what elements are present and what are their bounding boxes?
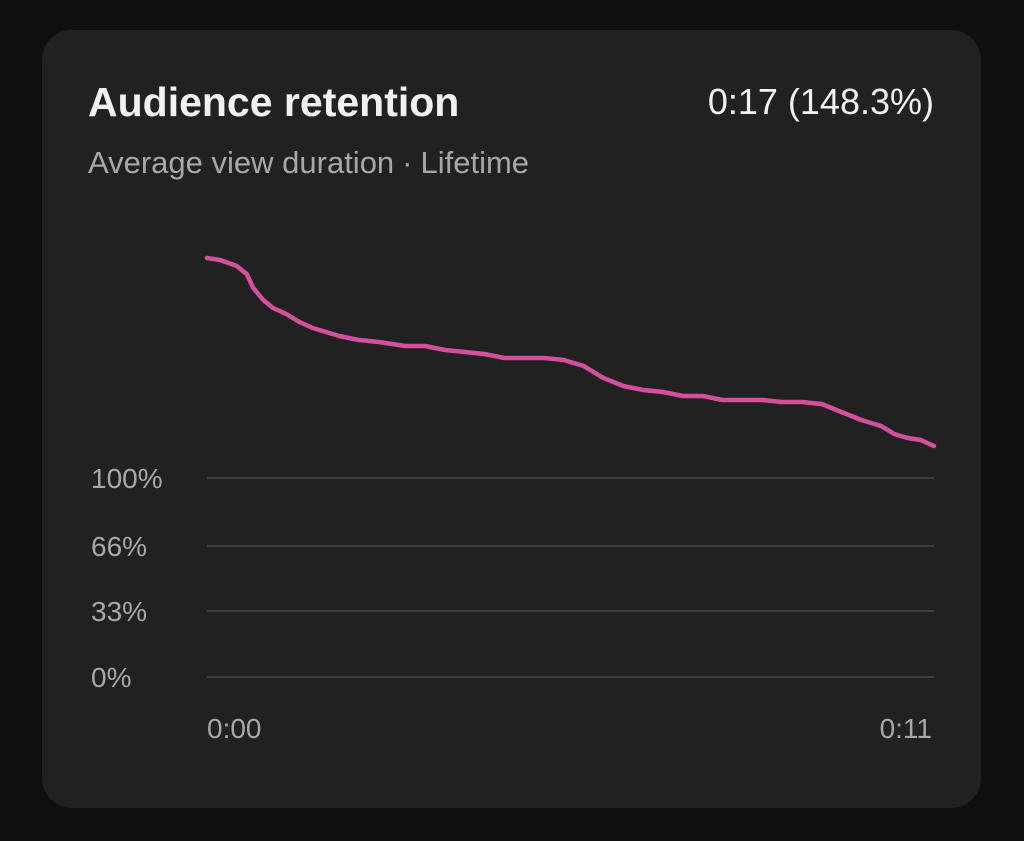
y-tick-label: 66% <box>91 531 147 562</box>
card-subtitle: Average view duration · Lifetime <box>88 143 529 183</box>
subtitle-metric: Average view duration <box>88 145 395 180</box>
x-tick-label: 0:00 <box>207 713 262 744</box>
x-tick-label: 0:11 <box>880 713 932 744</box>
retention-card <box>42 30 981 808</box>
subtitle-separator: · <box>402 145 413 180</box>
subtitle-period: Lifetime <box>420 145 530 180</box>
series-group <box>204 255 937 449</box>
retention-line <box>204 255 937 449</box>
card-title: Audience retention <box>88 79 460 125</box>
y-tick-label: 0% <box>91 662 131 693</box>
y-tick-label: 33% <box>91 596 147 627</box>
grid-lines <box>207 477 934 678</box>
x-axis-labels: 0:00 0:11 <box>207 713 932 744</box>
average-view-duration-value: 0:17 (148.3%) <box>707 81 934 122</box>
y-tick-label: 100% <box>91 463 163 494</box>
y-axis-labels: 100% 66% 33% 0% <box>91 463 163 693</box>
